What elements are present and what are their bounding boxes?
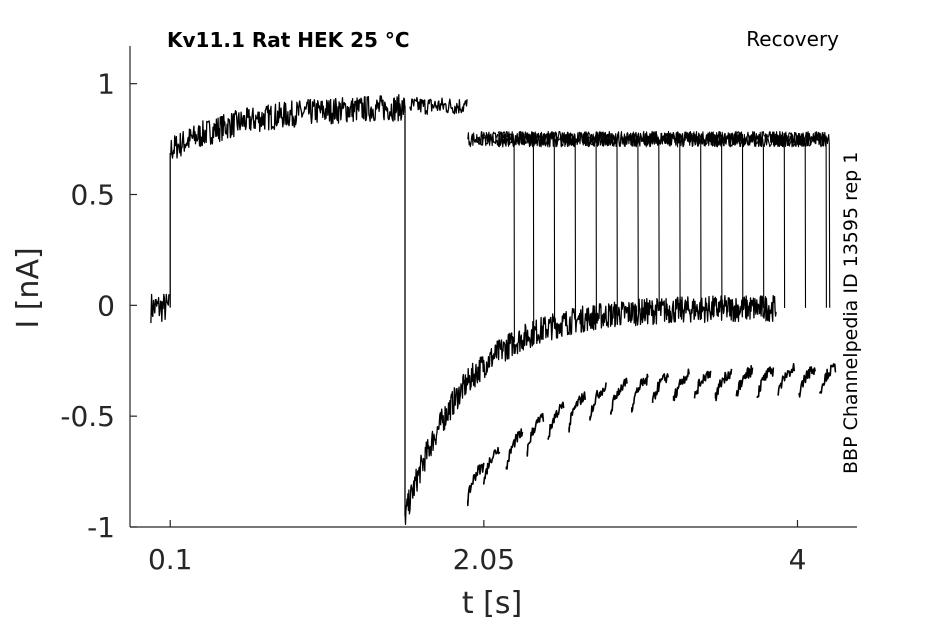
- sweep-tail-trace: [610, 377, 628, 415]
- y-tick-label: 0: [97, 289, 115, 322]
- sweep-tail-trace: [467, 462, 485, 507]
- y-tick-label: -0.5: [60, 400, 115, 433]
- sweep-tail-trace: [631, 373, 649, 413]
- x-tick-label: 2.05: [453, 543, 515, 576]
- sweep-tail-trace: [672, 368, 690, 402]
- sweep-tail-trace: [735, 365, 754, 397]
- tail-envelope-trace: [404, 105, 777, 526]
- y-tick-label: 0.5: [70, 179, 115, 212]
- recovery-block-trace: [409, 96, 468, 115]
- sweep-tail-trace: [777, 363, 796, 396]
- x-tick-label: 0.1: [148, 543, 193, 576]
- activation-trace: [169, 93, 406, 308]
- sweep-tail-trace: [547, 401, 565, 440]
- chart-subtitle: Recovery: [746, 27, 839, 51]
- sweep-tail-trace: [568, 391, 586, 433]
- y-axis-ticks: -1 -0.5 0 0.5 1: [60, 68, 137, 544]
- y-tick-label: 1: [97, 68, 115, 101]
- x-axis-label: t [s]: [462, 586, 522, 621]
- y-tick-label: -1: [87, 511, 115, 544]
- side-label: BBP Channelpedia ID 13595 rep 1: [840, 152, 862, 474]
- chart-title: Kv11.1 Rat HEK 25 °C: [167, 28, 410, 52]
- sweep-tail-trace: [693, 370, 712, 399]
- y-axis-label: I [nA]: [11, 247, 46, 328]
- current-traces: [150, 93, 837, 526]
- sweep-tail-trace: [714, 368, 733, 402]
- sweep-tail-trace: [798, 366, 816, 398]
- x-axis-ticks: 0.1 2.05 4: [148, 520, 806, 576]
- sweep-tail-trace: [756, 366, 775, 399]
- sweep-tail-trace: [589, 382, 607, 421]
- x-tick-label: 4: [789, 543, 807, 576]
- baseline-trace: [150, 293, 170, 324]
- sweep-test-trace: [772, 131, 831, 308]
- sweep-tail-trace: [505, 428, 524, 470]
- sweep-tail-trace: [483, 446, 501, 485]
- sweep-tail-trace: [819, 363, 837, 394]
- sweep-tail-trace: [651, 373, 669, 403]
- sweep-tail-trace: [526, 412, 545, 457]
